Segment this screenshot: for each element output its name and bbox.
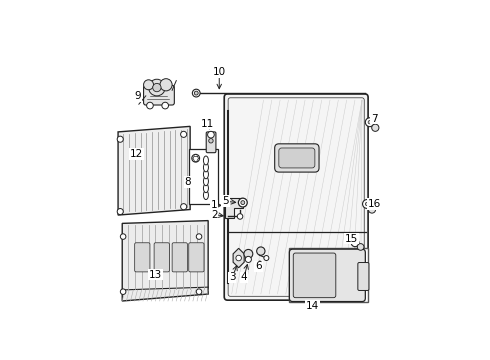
Circle shape <box>245 256 251 262</box>
Circle shape <box>193 89 200 97</box>
Text: 1: 1 <box>211 201 218 210</box>
Circle shape <box>368 121 371 124</box>
Text: 3: 3 <box>229 273 236 283</box>
Circle shape <box>192 154 199 162</box>
Circle shape <box>372 124 379 131</box>
Text: 12: 12 <box>129 149 143 159</box>
FancyBboxPatch shape <box>172 243 187 272</box>
Circle shape <box>144 80 153 90</box>
Circle shape <box>209 139 213 143</box>
Text: 8: 8 <box>185 177 191 187</box>
Text: 5: 5 <box>222 196 229 206</box>
Polygon shape <box>122 221 208 301</box>
Circle shape <box>366 202 368 206</box>
Text: 15: 15 <box>345 234 358 244</box>
Text: 7: 7 <box>371 114 378 123</box>
FancyBboxPatch shape <box>154 243 170 272</box>
FancyBboxPatch shape <box>144 85 174 105</box>
Text: 14: 14 <box>305 301 318 311</box>
Circle shape <box>366 118 374 127</box>
Circle shape <box>148 79 165 96</box>
Circle shape <box>153 84 161 92</box>
FancyBboxPatch shape <box>275 144 319 172</box>
Circle shape <box>368 206 376 213</box>
Ellipse shape <box>203 170 208 179</box>
FancyBboxPatch shape <box>279 148 315 168</box>
Circle shape <box>357 244 364 250</box>
Ellipse shape <box>203 177 208 186</box>
Text: 16: 16 <box>368 199 381 209</box>
Text: 10: 10 <box>213 67 226 77</box>
Circle shape <box>117 136 123 142</box>
Polygon shape <box>225 198 243 218</box>
FancyBboxPatch shape <box>206 132 216 153</box>
Ellipse shape <box>203 184 208 193</box>
Circle shape <box>196 289 202 294</box>
Circle shape <box>237 214 243 219</box>
Bar <box>289 248 368 302</box>
Circle shape <box>236 255 242 261</box>
FancyBboxPatch shape <box>358 262 369 291</box>
FancyBboxPatch shape <box>290 249 366 302</box>
Circle shape <box>181 131 187 138</box>
Ellipse shape <box>203 156 208 165</box>
Text: 6: 6 <box>255 261 262 271</box>
FancyBboxPatch shape <box>189 243 204 272</box>
Circle shape <box>162 102 169 109</box>
Circle shape <box>117 208 123 215</box>
Circle shape <box>244 249 253 258</box>
Circle shape <box>264 256 269 261</box>
Circle shape <box>257 247 265 255</box>
Bar <box>189 149 218 204</box>
Ellipse shape <box>203 191 208 199</box>
Text: 11: 11 <box>201 118 214 129</box>
Circle shape <box>208 131 214 138</box>
Circle shape <box>121 289 126 294</box>
Circle shape <box>121 234 126 239</box>
FancyBboxPatch shape <box>135 243 150 272</box>
Polygon shape <box>118 126 190 215</box>
Circle shape <box>195 91 198 95</box>
Circle shape <box>160 79 172 91</box>
Circle shape <box>351 239 359 247</box>
Circle shape <box>181 204 187 210</box>
Polygon shape <box>233 248 244 268</box>
Circle shape <box>363 199 371 208</box>
Circle shape <box>196 234 202 239</box>
Circle shape <box>238 198 247 207</box>
FancyBboxPatch shape <box>293 253 336 298</box>
Circle shape <box>147 102 153 109</box>
Text: 4: 4 <box>241 273 247 283</box>
Text: 2: 2 <box>211 210 218 220</box>
Circle shape <box>241 201 245 204</box>
Text: 13: 13 <box>149 270 162 280</box>
Ellipse shape <box>203 163 208 172</box>
Text: 9: 9 <box>135 91 141 102</box>
FancyBboxPatch shape <box>224 94 368 300</box>
